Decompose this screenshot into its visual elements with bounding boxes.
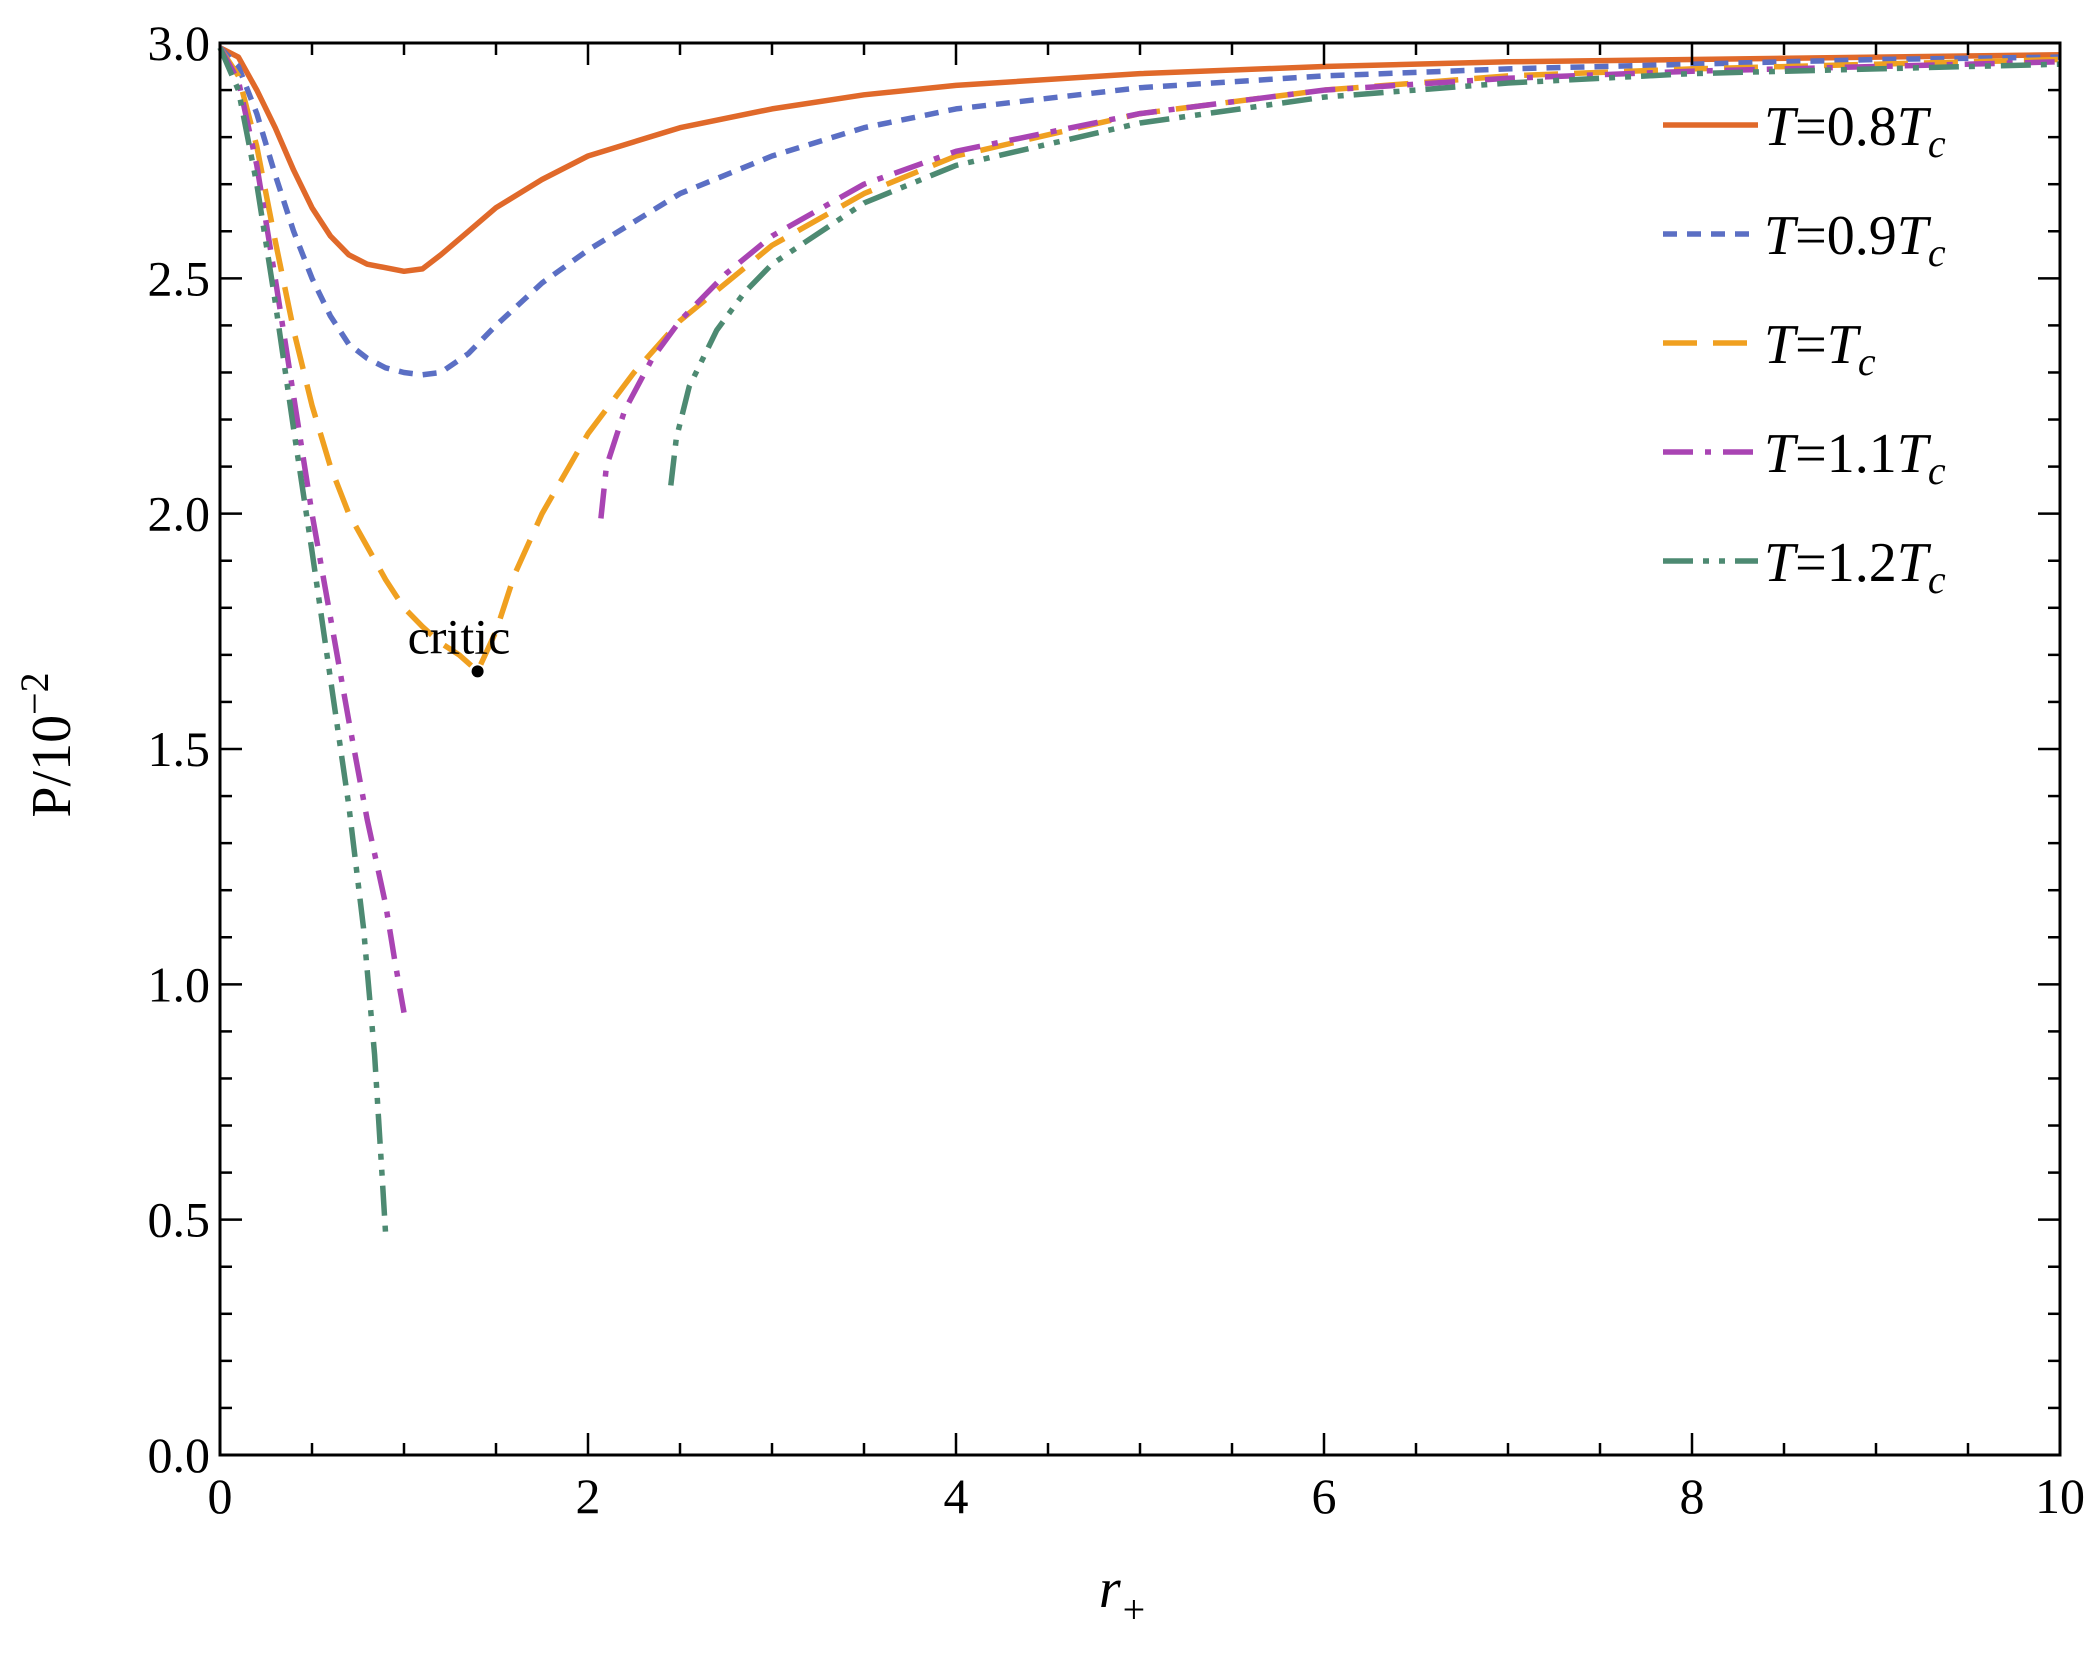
series-layer [217,45,2061,1234]
series-line-t10-seg0 [217,46,2061,675]
series-line-t11-seg1 [598,59,2061,519]
x-tick-label: 8 [1680,1468,1705,1524]
x-tick-label: 2 [576,1468,601,1524]
legend-label-t10: T=Tc [1764,314,1876,384]
legend: T=0.8Tc T=0.9Tc T=Tc T=1.1Tc T=1.2Tc [1663,96,1946,602]
series-line-t08-seg0 [218,45,2061,275]
x-axis-title: r+ [1099,1558,1145,1632]
y-tick-label: 1.0 [148,956,211,1012]
legend-label-t12: T=1.2Tc [1764,532,1946,602]
x-tick-label: 0 [208,1468,233,1524]
legend-label-t08: T=0.8Tc [1764,96,1946,166]
x-tick-label: 4 [944,1468,969,1524]
y-tick-label: 2.5 [148,250,211,306]
critical-point-label: critic [408,608,511,664]
y-axis-title: P/10−2 [12,672,83,817]
ticks-layer: 0 2 4 6 8 10 0.0 0.5 1.0 1.5 2.0 2.5 3.0 [148,15,2086,1524]
critical-point-marker [471,665,484,678]
series-line-t11-seg0 [217,46,407,1014]
x-tick-label: 6 [1312,1468,1337,1524]
legend-label-t09: T=0.9Tc [1764,205,1946,275]
y-tick-label: 2.0 [148,486,211,542]
y-tick-label: 3.0 [148,15,211,71]
series-line-t12-seg0 [217,46,389,1234]
legend-label-t11: T=1.1Tc [1764,423,1946,493]
series-line-t09-seg0 [218,45,2061,378]
annotation-layer: critic [408,608,511,678]
series-line-t12-seg1 [668,61,2061,486]
y-tick-label: 0.5 [148,1192,211,1248]
plot-frame [218,41,2062,1457]
x-tick-label: 10 [2035,1468,2085,1524]
y-tick-label: 0.0 [148,1427,211,1483]
y-tick-label: 1.5 [148,721,211,777]
